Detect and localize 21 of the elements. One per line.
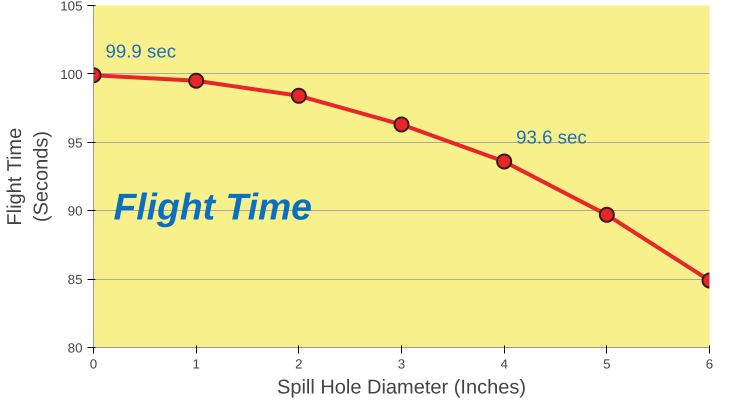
point bbox=[290, 88, 307, 104]
point bbox=[394, 116, 410, 132]
x-tick-label: 2 bbox=[295, 356, 303, 372]
x-tick-label: 0 bbox=[90, 356, 98, 372]
x-tick-label: 5 bbox=[603, 356, 611, 372]
annotation: 99.9 sec bbox=[106, 40, 176, 62]
annotation: Flight Time bbox=[114, 186, 312, 228]
y-tick-label: 105 bbox=[60, 0, 83, 14]
x-axis-title: Spill Hole Diameter (Inches) bbox=[277, 376, 526, 398]
x-tick-label: 6 bbox=[706, 356, 714, 372]
y-axis-title: Flight Time (Seconds) bbox=[4, 128, 52, 226]
y-tick-label: 80 bbox=[68, 340, 83, 356]
x-tick-label: 4 bbox=[500, 356, 508, 372]
y-tick-label: 90 bbox=[68, 204, 83, 219]
annotation: 93.6 sec bbox=[516, 126, 587, 148]
y-tick-label: 100 bbox=[60, 66, 83, 82]
y-tick-label: 85 bbox=[68, 272, 83, 288]
x-tick-label: 1 bbox=[192, 356, 200, 372]
y-tick-label: 95 bbox=[68, 135, 83, 150]
point bbox=[496, 153, 512, 170]
x-tick-label: 3 bbox=[398, 356, 406, 372]
